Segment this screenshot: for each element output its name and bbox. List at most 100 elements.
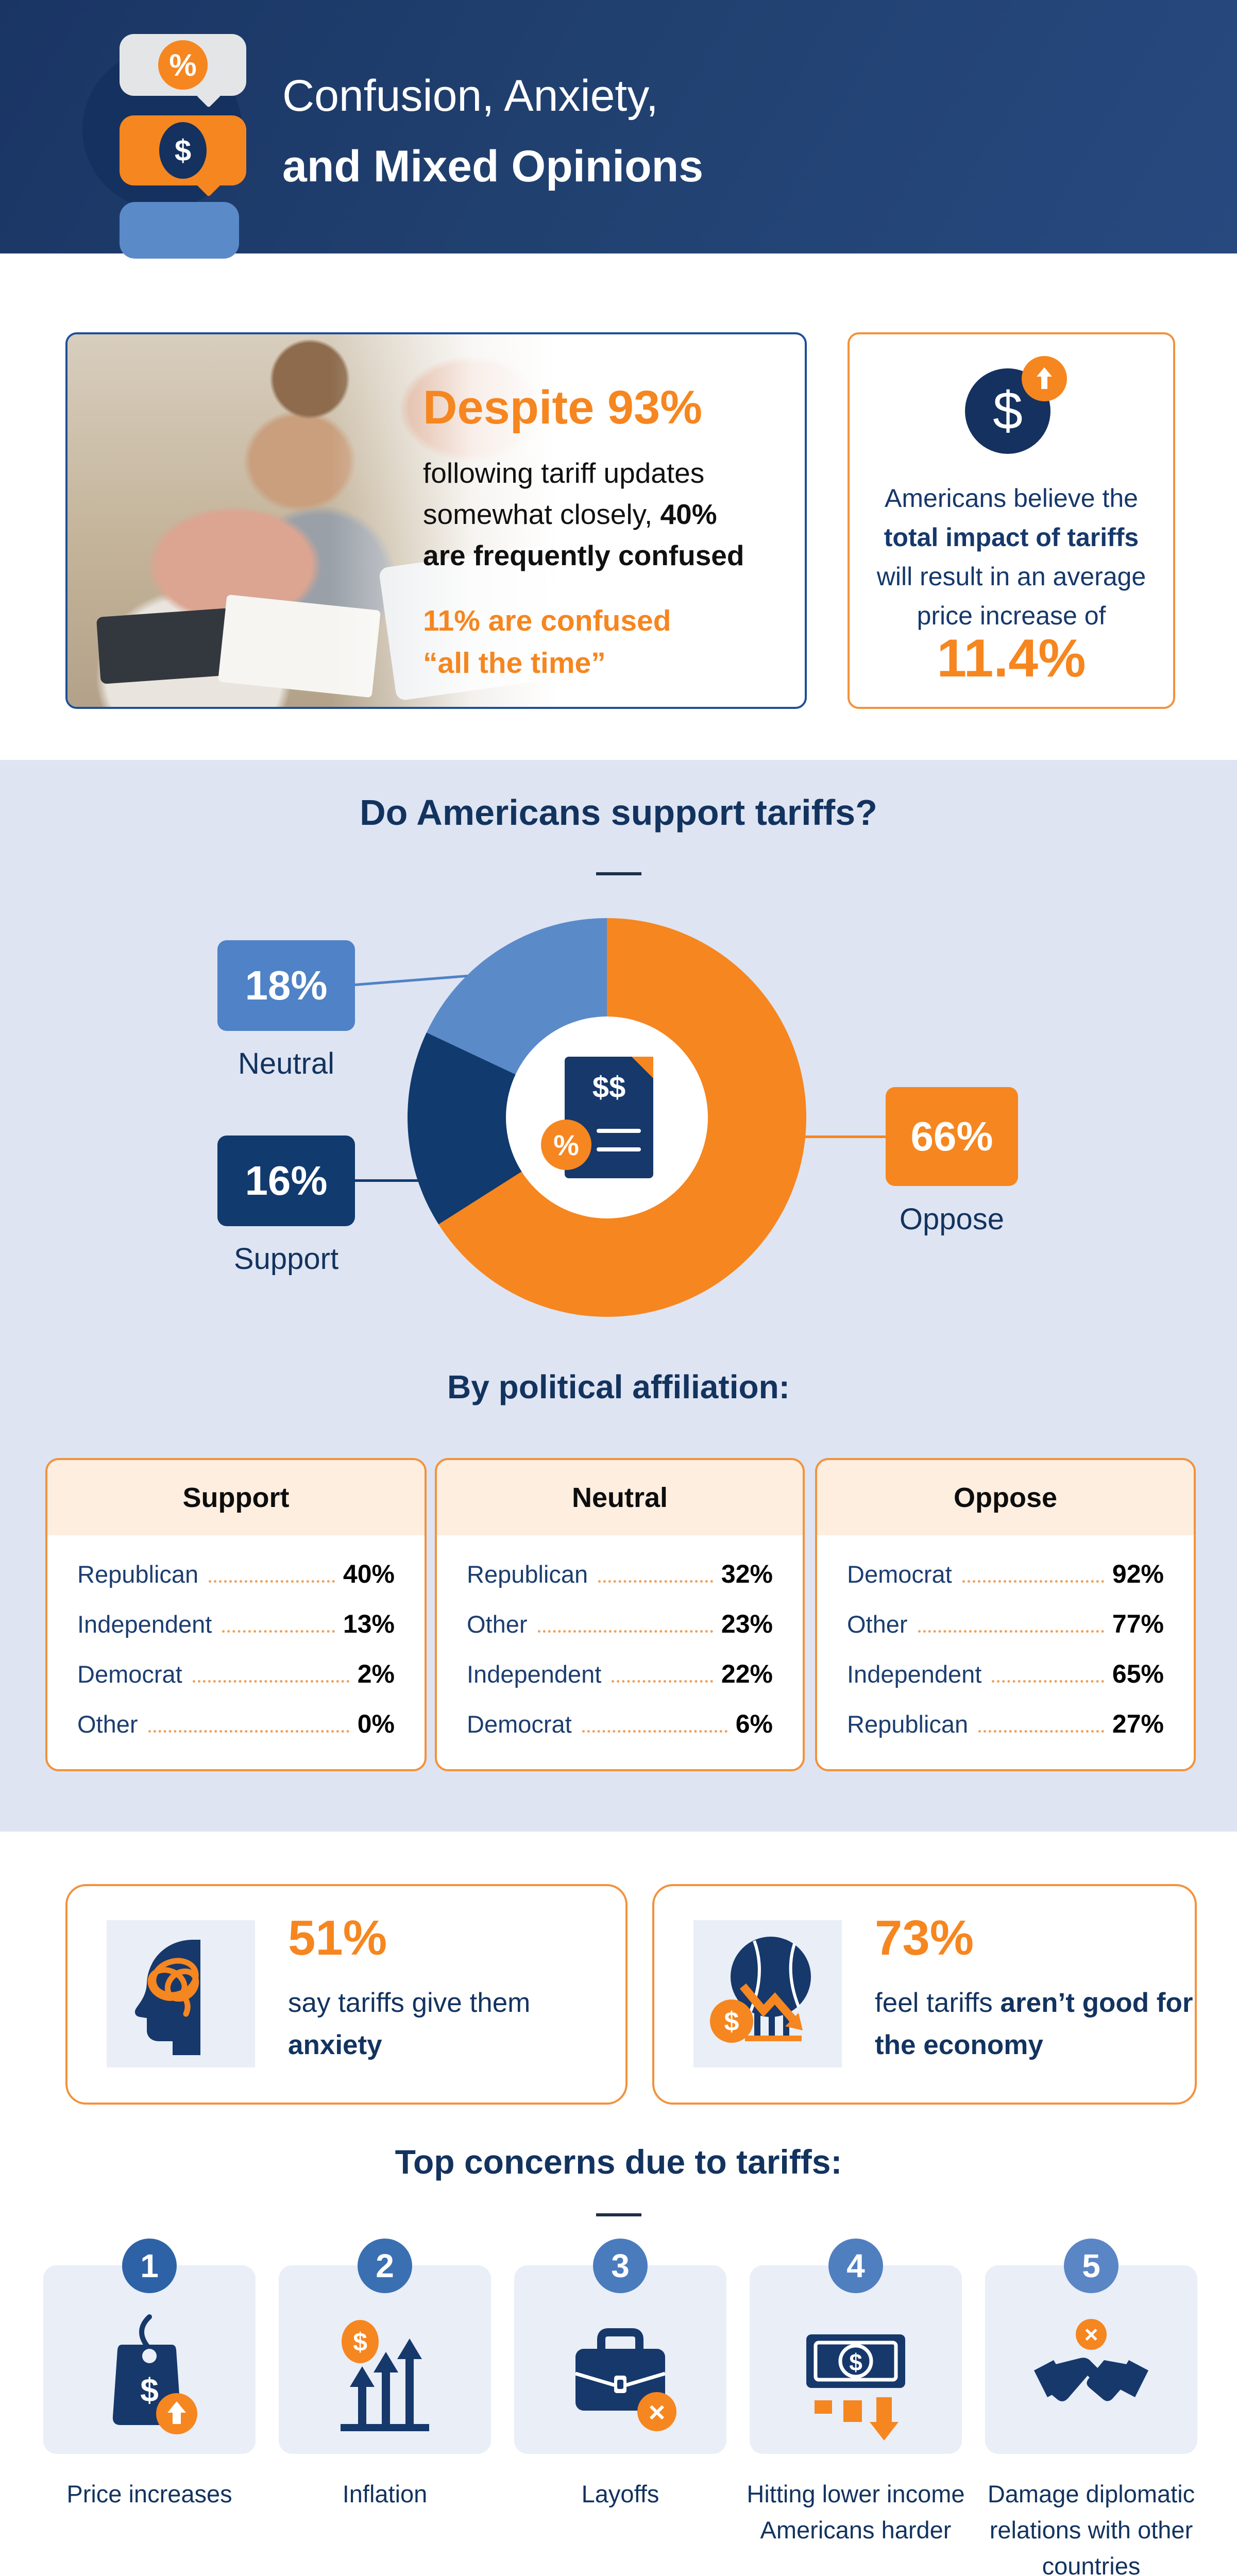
confusion-body-bold: 40% are frequently confused <box>423 498 744 571</box>
briefcase-icon: × <box>575 2328 676 2431</box>
rising-dollar-icon: $ <box>965 356 1067 454</box>
page-title-line1: Confusion, Anxiety, <box>282 71 658 121</box>
row-label: Democrat <box>467 1710 572 1738</box>
row-label: Other <box>77 1710 138 1738</box>
anxiety-icon-tile <box>107 1920 255 2067</box>
neutral-value-box: 18% <box>217 940 355 1031</box>
table-row: Other 0% <box>77 1709 395 1759</box>
affiliation-card-title: Support <box>47 1460 425 1535</box>
economy-text-bold2: the economy <box>875 2030 1043 2060</box>
percent-icon: % <box>158 40 208 90</box>
concerns-heading: Top concerns due to tariffs: <box>395 2143 842 2181</box>
row-label: Other <box>847 1611 908 1638</box>
economy-text: feel tariffs aren’t good for <box>875 1987 1193 2019</box>
table-row: Other 23% <box>467 1609 773 1659</box>
concern-label: Inflation <box>342 2480 428 2507</box>
table-row: Democrat 6% <box>467 1709 773 1759</box>
confusion-note-line1: 11% are confused <box>423 604 671 637</box>
row-label: Independent <box>77 1611 212 1638</box>
affiliation-card-title: Oppose <box>817 1460 1194 1535</box>
row-value: 13% <box>343 1609 395 1638</box>
table-row: Democrat 2% <box>77 1659 395 1709</box>
price-impact-card: $ Americans believe the total impact of … <box>848 332 1175 709</box>
dotted-leader <box>209 1580 335 1583</box>
confusion-note: 11% are confused “all the time” <box>423 600 784 684</box>
concern-number-badge: 1 <box>122 2239 177 2293</box>
table-row: Other 77% <box>847 1609 1164 1659</box>
dotted-leader <box>978 1730 1104 1733</box>
row-label: Democrat <box>847 1561 952 1588</box>
row-value: 40% <box>343 1560 395 1588</box>
affiliation-card-neutral: Neutral Republican 32% Other 23% Indepen… <box>435 1458 805 1771</box>
document-dollars-text: $$ <box>592 1071 626 1104</box>
economy-text-bold1: aren’t good for <box>1000 1988 1193 2018</box>
table-row: Republican 32% <box>467 1559 773 1609</box>
affiliation-card-body: Republican 32% Other 23% Independent 22%… <box>437 1535 803 1759</box>
dollar-icon: $ <box>159 122 207 179</box>
inflation-arrows-icon: $ <box>341 2320 429 2431</box>
row-value: 65% <box>1112 1659 1164 1688</box>
row-label: Democrat <box>77 1660 182 1688</box>
table-row: Republican 27% <box>847 1709 1164 1759</box>
svg-text:×: × <box>649 2396 666 2428</box>
anxiety-text-bold: anxiety <box>288 2030 382 2060</box>
row-label: Republican <box>467 1561 588 1588</box>
concern-tile-lower-income: 4 $ <box>750 2239 962 2454</box>
dotted-leader <box>582 1730 727 1733</box>
dotted-leader <box>598 1580 713 1583</box>
table-row: Independent 13% <box>77 1609 395 1659</box>
neutral-label: Neutral <box>238 1047 334 1080</box>
row-value: 92% <box>1112 1560 1164 1588</box>
tariff-document-icon: $$ % <box>541 1057 653 1178</box>
price-tag-icon: $ <box>112 2314 197 2434</box>
concern-number-badge: 3 <box>593 2239 648 2293</box>
svg-text:$: $ <box>140 2371 159 2409</box>
concern-label: Layoffs <box>581 2480 659 2507</box>
support-label: Support <box>233 1242 339 1276</box>
up-arrow-icon <box>1037 367 1052 390</box>
concern-tile-diplomatic: 5 × <box>985 2239 1197 2454</box>
blue-speech-bubble-icon <box>120 202 239 259</box>
shrinking-money-icon: $ <box>806 2334 905 2441</box>
oppose-label: Oppose <box>899 1202 1005 1236</box>
row-label: Independent <box>467 1660 602 1688</box>
row-value: 23% <box>721 1609 773 1638</box>
row-label: Republican <box>847 1710 969 1738</box>
document-percent-icon: % <box>541 1120 591 1170</box>
svg-text:$: $ <box>849 2349 862 2376</box>
impact-line1: Americans believe the <box>885 484 1138 513</box>
row-value: 6% <box>735 1709 773 1738</box>
row-value: 22% <box>721 1659 773 1688</box>
page-title: Confusion, Anxiety, and Mixed Opinions <box>282 61 703 202</box>
impact-line2-bold: total impact of tariffs <box>884 523 1139 552</box>
document-line <box>597 1147 641 1151</box>
confusion-text-block: Despite 93% following tariff updates som… <box>423 381 784 684</box>
support-callout-line <box>355 1179 419 1182</box>
oppose-value-box: 66% <box>886 1087 1018 1186</box>
page-title-line2: and Mixed Opinions <box>282 142 704 191</box>
dotted-leader <box>918 1630 1104 1633</box>
impact-value: 11.4% <box>937 629 1086 688</box>
table-row: Independent 22% <box>467 1659 773 1709</box>
concern-number-badge: 4 <box>828 2239 883 2293</box>
row-value: 77% <box>1112 1609 1164 1638</box>
support-value-box: 16% <box>217 1136 355 1226</box>
confusion-body-normal: following tariff updates somewhat closel… <box>423 457 705 530</box>
row-label: Republican <box>77 1561 199 1588</box>
affiliation-card-support: Support Republican 40% Independent 13% D… <box>45 1458 427 1771</box>
handshake-x-icon: × <box>1034 2319 1148 2417</box>
dotted-leader <box>192 1680 349 1683</box>
economy-value: 73% <box>875 1910 974 1965</box>
concern-label: Hitting lower income Americans harder <box>747 2480 965 2544</box>
svg-text:×: × <box>1085 2321 1098 2348</box>
row-value: 32% <box>721 1560 773 1588</box>
row-value: 2% <box>357 1659 395 1688</box>
concern-tile-layoffs: 3 × <box>514 2239 726 2454</box>
affiliation-card-oppose: Oppose Democrat 92% Other 77% Independen… <box>815 1458 1196 1771</box>
dotted-leader <box>962 1580 1104 1583</box>
divider <box>596 872 641 875</box>
svg-text:$: $ <box>724 2007 739 2037</box>
support-section-title: Do Americans support tariffs? <box>360 792 877 833</box>
confusion-headline: Despite 93% <box>423 381 703 434</box>
